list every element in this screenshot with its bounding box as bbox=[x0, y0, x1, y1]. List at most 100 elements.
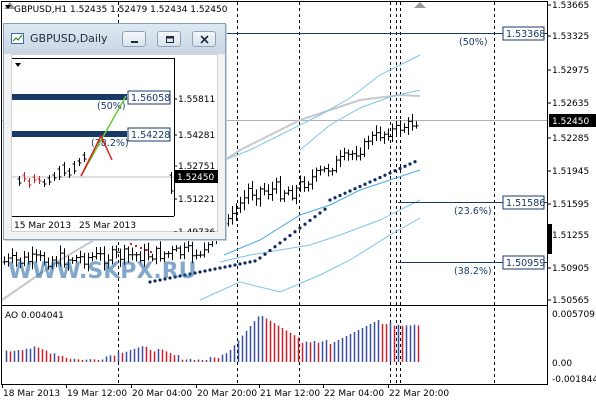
fib-label-23: (23.6%) bbox=[454, 206, 492, 217]
trend-line bbox=[1, 93, 421, 301]
sar-dot bbox=[373, 178, 377, 182]
ao-scale-high: 0.005709 bbox=[552, 310, 595, 320]
sar-dot bbox=[168, 276, 172, 280]
sar-dot bbox=[178, 274, 182, 278]
time-tick-label: 22 Mar 20:00 bbox=[389, 389, 449, 399]
current-price-label: 1.52450 bbox=[552, 117, 589, 127]
time-tick-label: 20 Mar 20:00 bbox=[197, 389, 257, 399]
sar-dot bbox=[278, 241, 282, 245]
sar-dot bbox=[288, 233, 292, 238]
sar-dot bbox=[263, 252, 267, 256]
sar-dot bbox=[318, 211, 322, 215]
sar-dot bbox=[218, 266, 222, 270]
level-label-2: 1.51586 bbox=[506, 198, 545, 209]
sar-dot-red bbox=[135, 245, 137, 247]
sar-dot bbox=[338, 193, 342, 198]
time-axis: 18 Mar 2013 19 Mar 12:00 20 Mar 04:00 20 Ma… bbox=[2, 384, 449, 399]
close-icon bbox=[200, 35, 209, 44]
daily-dropdown-icon[interactable] bbox=[15, 63, 21, 67]
price-tick-label: 1.51945 bbox=[552, 167, 589, 177]
sar-dot bbox=[393, 169, 397, 173]
daily-chart[interactable]: 1.56058 1.54228 (50%) (38.2%) 1.558111.5… bbox=[11, 54, 218, 232]
daily-red-line bbox=[80, 134, 113, 177]
daily-level-label-1: 1.56058 bbox=[131, 93, 170, 104]
sar-dot bbox=[408, 162, 412, 166]
daily-price-axis: 1.55811 1.54281 1.52751 1.51221 1.49736 bbox=[174, 95, 215, 232]
lower-band-1 bbox=[223, 169, 421, 256]
ao-scale-low: -0.001844 bbox=[552, 375, 596, 385]
sar-dot bbox=[378, 175, 382, 180]
indicator-label: AO 0.004041 bbox=[5, 311, 64, 321]
sar-dot-red bbox=[130, 243, 132, 245]
sar-dot bbox=[238, 262, 242, 266]
minimize-button[interactable] bbox=[122, 31, 146, 47]
sar-dot bbox=[203, 269, 207, 273]
axis-scroll-marker[interactable] bbox=[548, 224, 552, 254]
chart-end-marker[interactable] bbox=[414, 2, 426, 8]
fib-label-38: (38.2%) bbox=[454, 266, 492, 277]
daily-price-tick-label: 1.52751 bbox=[178, 162, 215, 172]
daily-level-box-1 bbox=[127, 90, 171, 105]
daily-current-price-box bbox=[175, 170, 218, 183]
sar-dot-red bbox=[145, 249, 147, 251]
sar-dot bbox=[363, 182, 367, 186]
time-tick-label: 21 Mar 12:00 bbox=[260, 389, 320, 399]
sar-dot bbox=[153, 279, 157, 283]
price-tick-label: 1.53665 bbox=[552, 1, 589, 11]
sar-dot bbox=[243, 261, 247, 265]
lower-band-2 bbox=[199, 217, 421, 301]
sar-dot bbox=[398, 166, 402, 171]
restore-button[interactable] bbox=[157, 31, 181, 47]
time-tick-label: 19 Mar 12:00 bbox=[67, 389, 127, 399]
envelope-bands bbox=[1, 54, 421, 301]
sar-dot bbox=[183, 273, 187, 277]
sar-dot bbox=[208, 268, 212, 272]
restore-icon bbox=[166, 36, 174, 43]
sar-dot-red bbox=[140, 247, 142, 249]
daily-current-price-label: 1.52450 bbox=[177, 173, 214, 183]
sar-dot bbox=[248, 260, 252, 264]
daily-fib-50: (50%) bbox=[97, 101, 126, 112]
sar-dot bbox=[173, 275, 177, 279]
level-label-box-1 bbox=[502, 26, 545, 41]
sar-dot bbox=[413, 160, 417, 164]
upper-band-1 bbox=[223, 54, 421, 161]
lower-band-3 bbox=[219, 199, 421, 263]
daily-price-tick-label: 1.51221 bbox=[178, 195, 215, 205]
header-dropdown-icon[interactable] bbox=[5, 5, 11, 9]
daily-chart-window[interactable]: GBPUSD,Daily 1.56058 1.54228 (50%) (38.2… bbox=[3, 23, 226, 240]
sar-dot bbox=[268, 248, 272, 253]
daily-price-tick-label: 1.55811 bbox=[178, 95, 215, 105]
daily-chart-bg bbox=[11, 54, 218, 232]
daily-level-box-2 bbox=[127, 127, 171, 142]
sar-dot bbox=[328, 198, 332, 202]
daily-level-label-2: 1.54228 bbox=[131, 130, 170, 141]
sar-dot bbox=[228, 264, 232, 268]
parabolic-dots bbox=[148, 160, 417, 284]
subwindow-titlebar[interactable]: GBPUSD,Daily bbox=[4, 24, 225, 54]
sar-dot bbox=[188, 272, 192, 276]
sar-dot bbox=[298, 226, 302, 230]
sar-dot bbox=[333, 196, 337, 200]
price-tick-label: 1.50565 bbox=[552, 296, 589, 306]
chart-window-icon bbox=[11, 33, 24, 44]
daily-price-tick-label: 1.49736 bbox=[178, 228, 215, 232]
sar-dot bbox=[193, 271, 197, 275]
sar-dot bbox=[388, 171, 392, 175]
price-tick-label: 1.51595 bbox=[552, 200, 589, 210]
ao-scale-zero: 0.00 bbox=[552, 359, 572, 369]
time-gridlines bbox=[118, 2, 495, 384]
sar-dot bbox=[273, 245, 277, 249]
ao-histogram bbox=[5, 316, 420, 362]
current-price-box bbox=[549, 114, 596, 127]
sar-dot bbox=[303, 222, 307, 226]
sar-dot-red bbox=[150, 251, 152, 253]
fib-label-50: (50%) bbox=[459, 37, 488, 48]
price-tick-label: 1.52975 bbox=[552, 66, 589, 76]
sar-dot bbox=[258, 256, 262, 260]
upper-band-2 bbox=[299, 89, 421, 151]
price-tick-label: 1.51255 bbox=[552, 231, 589, 241]
price-axis: 1.53665 1.53325 1.52975 1.52635 1.52285 1.519… bbox=[547, 1, 589, 306]
close-button[interactable] bbox=[192, 31, 216, 47]
sar-dot bbox=[353, 187, 357, 191]
